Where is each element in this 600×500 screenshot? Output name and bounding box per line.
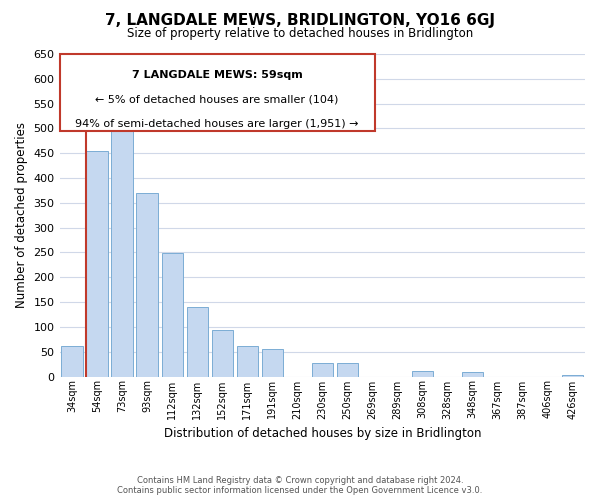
Text: Size of property relative to detached houses in Bridlington: Size of property relative to detached ho… <box>127 28 473 40</box>
Text: 7 LANGDALE MEWS: 59sqm: 7 LANGDALE MEWS: 59sqm <box>132 70 302 80</box>
Bar <box>562 375 583 376</box>
Bar <box>86 151 108 376</box>
Text: ← 5% of detached houses are smaller (104): ← 5% of detached houses are smaller (104… <box>95 94 339 104</box>
Y-axis label: Number of detached properties: Number of detached properties <box>15 122 28 308</box>
FancyBboxPatch shape <box>59 54 375 132</box>
Bar <box>462 372 483 376</box>
Text: 94% of semi-detached houses are larger (1,951) →: 94% of semi-detached houses are larger (… <box>76 118 359 128</box>
Bar <box>161 254 183 376</box>
X-axis label: Distribution of detached houses by size in Bridlington: Distribution of detached houses by size … <box>164 427 481 440</box>
Bar <box>337 362 358 376</box>
Bar <box>212 330 233 376</box>
Bar <box>112 118 133 376</box>
Bar <box>311 362 333 376</box>
Text: Contains HM Land Registry data © Crown copyright and database right 2024.
Contai: Contains HM Land Registry data © Crown c… <box>118 476 482 495</box>
Bar <box>61 346 83 376</box>
Bar <box>236 346 258 376</box>
Bar <box>187 307 208 376</box>
Bar <box>136 193 158 376</box>
Bar <box>262 349 283 376</box>
Bar <box>412 370 433 376</box>
Text: 7, LANGDALE MEWS, BRIDLINGTON, YO16 6GJ: 7, LANGDALE MEWS, BRIDLINGTON, YO16 6GJ <box>105 12 495 28</box>
